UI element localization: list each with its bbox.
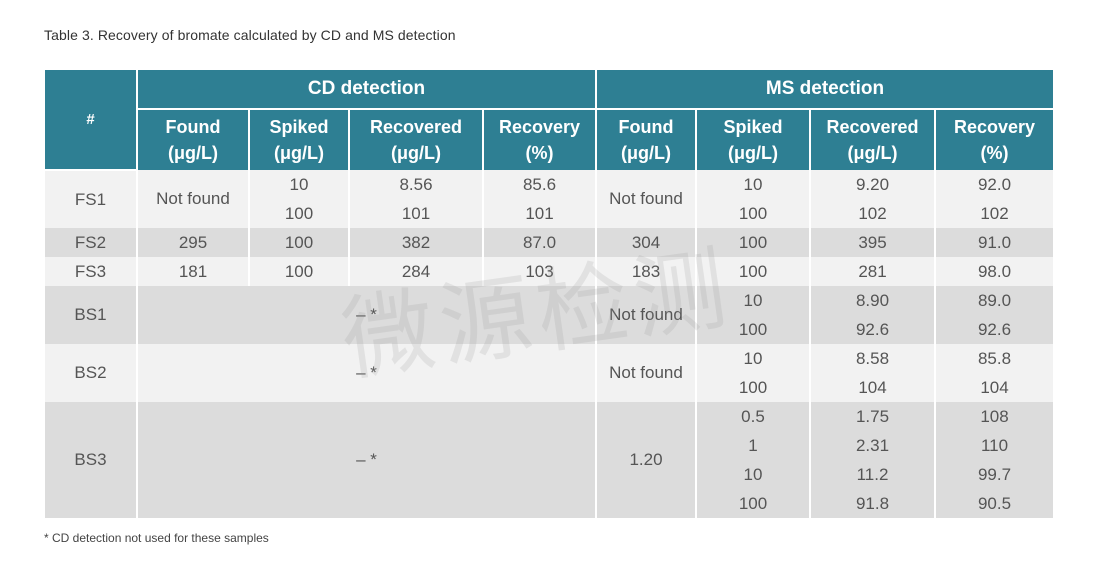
table-cell: 8.90 xyxy=(810,286,936,315)
table-cell: Not found xyxy=(137,170,250,228)
table-cell: 85.8 xyxy=(935,344,1054,373)
table-row: BS3 – * 1.20 0.5 1.75 108 xyxy=(45,402,1054,518)
table-cell: 100 xyxy=(249,228,350,257)
table-cell: 295 xyxy=(137,228,250,257)
col-header: Recovered (μg/L) xyxy=(349,109,484,170)
table-cell: 98.0 xyxy=(935,257,1054,286)
table-cell: 382 xyxy=(349,228,484,257)
table-cell: 1.75 xyxy=(810,402,936,431)
table-cell: 10 xyxy=(696,344,811,373)
table-cell: 100 xyxy=(249,199,350,228)
sample-id: FS1 xyxy=(45,170,138,228)
table-cell: 9.20 xyxy=(810,170,936,199)
sample-id: FS2 xyxy=(45,228,138,257)
table-cell: 104 xyxy=(935,373,1054,402)
table-cell: 183 xyxy=(596,257,697,286)
sample-id: BS3 xyxy=(45,402,138,518)
table-cell: 8.56 xyxy=(349,170,484,199)
table-cell: 100 xyxy=(249,257,350,286)
table-cell: 10 xyxy=(696,460,811,489)
table-cell: 10 xyxy=(249,170,350,199)
table-cell: 92.6 xyxy=(810,315,936,344)
table-caption: Table 3. Recovery of bromate calculated … xyxy=(44,27,456,43)
table-cell: Not found xyxy=(596,170,697,228)
table-cell: 304 xyxy=(596,228,697,257)
col-header: Spiked (μg/L) xyxy=(249,109,350,170)
sample-id: BS2 xyxy=(45,344,138,402)
table-row: BS1 – * Not found 10 8.90 89.0 xyxy=(45,286,1054,344)
table-cell: 85.6 xyxy=(483,170,597,199)
table-cell: 100 xyxy=(696,228,811,257)
table-cell: 102 xyxy=(935,199,1054,228)
table-cell: 101 xyxy=(483,199,597,228)
table-row: 100 104 104 xyxy=(45,373,1054,402)
table-cell: 11.2 xyxy=(810,460,936,489)
table-row: 1 2.31 110 xyxy=(45,431,1054,460)
table-cell: 101 xyxy=(349,199,484,228)
table-cell: 284 xyxy=(349,257,484,286)
col-header: Found (μg/L) xyxy=(596,109,697,170)
table-cell: 89.0 xyxy=(935,286,1054,315)
header-hash: # xyxy=(45,70,138,171)
recovery-table: # CD detection MS detection Found (μg/L) … xyxy=(45,70,1054,518)
table-row: 100 91.8 90.5 xyxy=(45,489,1054,518)
table-cell: 92.0 xyxy=(935,170,1054,199)
table-row: 100 101 101 100 102 102 xyxy=(45,199,1054,228)
col-header: Recovered (μg/L) xyxy=(810,109,936,170)
table-cell: 0.5 xyxy=(696,402,811,431)
cd-not-used-cell: – * xyxy=(137,344,597,402)
table-row: BS2 – * Not found 10 8.58 85.8 xyxy=(45,344,1054,402)
sample-id: FS3 xyxy=(45,257,138,286)
table-cell: 181 xyxy=(137,257,250,286)
header-ms-detection: MS detection xyxy=(596,70,1054,110)
table-cell: Not found xyxy=(596,344,697,402)
cd-not-used-cell: – * xyxy=(137,402,597,518)
table-cell: 108 xyxy=(935,402,1054,431)
col-header: Spiked (μg/L) xyxy=(696,109,811,170)
table-cell: 395 xyxy=(810,228,936,257)
col-header: Recovery (%) xyxy=(935,109,1054,170)
table-cell: 100 xyxy=(696,315,811,344)
sample-id: BS1 xyxy=(45,286,138,344)
table-cell: 10 xyxy=(696,170,811,199)
table-cell: 104 xyxy=(810,373,936,402)
table-cell: 91.8 xyxy=(810,489,936,518)
table-row: FS2 295 100 382 87.0 304 100 395 91.0 xyxy=(45,228,1054,257)
table-cell: 8.58 xyxy=(810,344,936,373)
table-cell: 100 xyxy=(696,199,811,228)
table-row: FS3 181 100 284 103 183 100 281 98.0 xyxy=(45,257,1054,286)
table-cell: 2.31 xyxy=(810,431,936,460)
table-cell: 92.6 xyxy=(935,315,1054,344)
table-cell: 1 xyxy=(696,431,811,460)
table-cell: 10 xyxy=(696,286,811,315)
table-row: 100 92.6 92.6 xyxy=(45,315,1054,344)
table-cell: 91.0 xyxy=(935,228,1054,257)
col-header: Found (μg/L) xyxy=(137,109,250,170)
table-cell: 100 xyxy=(696,257,811,286)
table-row: 10 11.2 99.7 xyxy=(45,460,1054,489)
table-cell: 281 xyxy=(810,257,936,286)
table-cell: 100 xyxy=(696,373,811,402)
table-cell: Not found xyxy=(596,286,697,344)
table-cell: 87.0 xyxy=(483,228,597,257)
table-cell: 100 xyxy=(696,489,811,518)
table-cell: 99.7 xyxy=(935,460,1054,489)
header-cd-detection: CD detection xyxy=(137,70,597,110)
footnote: * CD detection not used for these sample… xyxy=(44,531,269,545)
cd-not-used-cell: – * xyxy=(137,286,597,344)
table-cell: 110 xyxy=(935,431,1054,460)
table-cell: 103 xyxy=(483,257,597,286)
col-header: Recovery (%) xyxy=(483,109,597,170)
table-cell: 1.20 xyxy=(596,402,697,518)
table-row: FS1 Not found 10 8.56 85.6 Not found 10 … xyxy=(45,170,1054,228)
table-cell: 102 xyxy=(810,199,936,228)
table-cell: 90.5 xyxy=(935,489,1054,518)
